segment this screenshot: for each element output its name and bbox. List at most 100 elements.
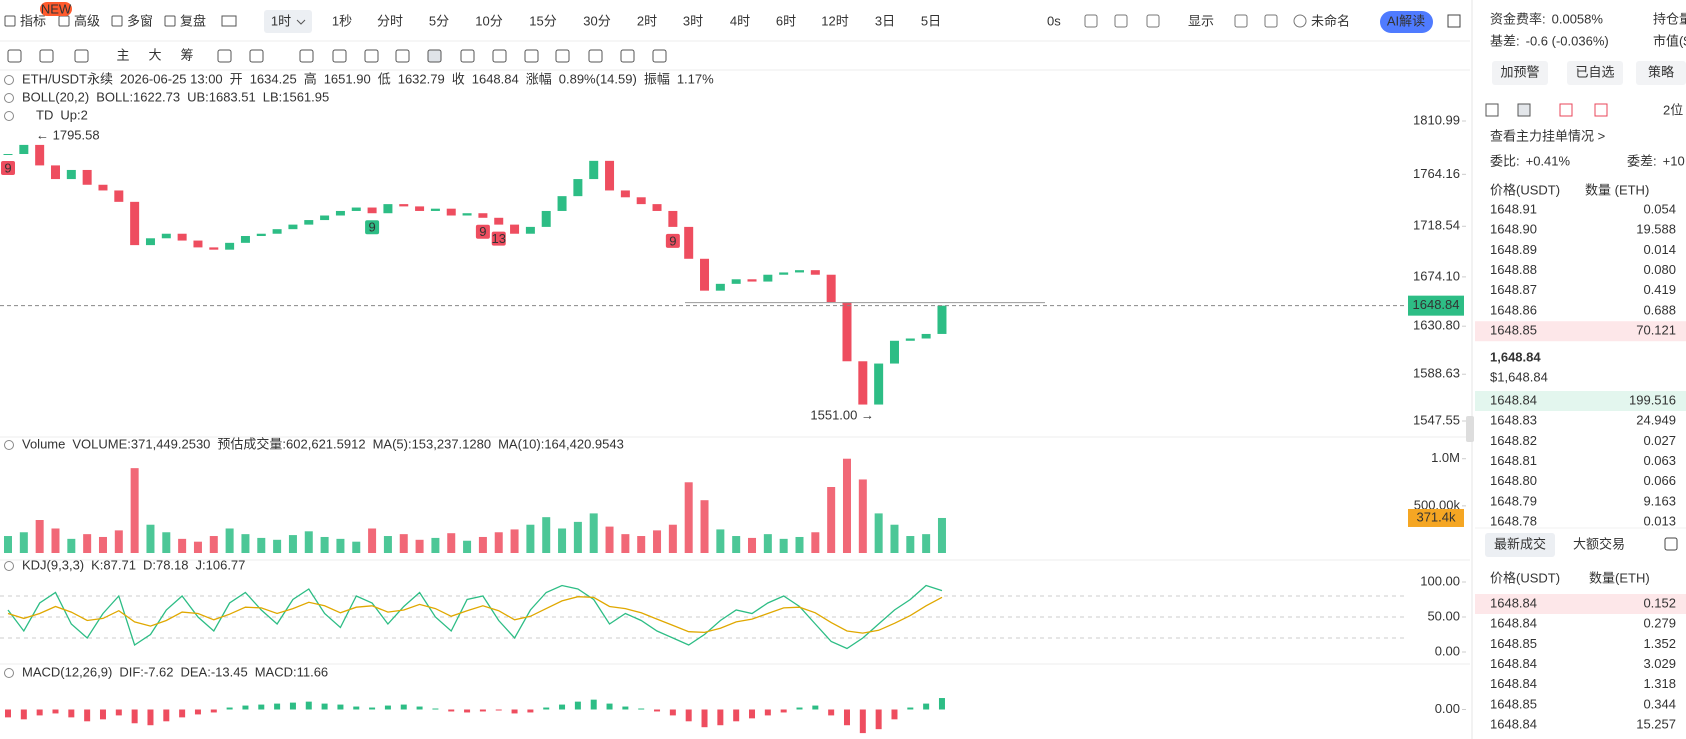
- ai-button-label[interactable]: AI解读: [1387, 13, 1425, 28]
- tab[interactable]: 大额交易: [1573, 536, 1625, 551]
- indicator-icon[interactable]: [4, 668, 14, 678]
- drawing-tool[interactable]: [395, 49, 410, 63]
- book-view-icon[interactable]: [1485, 103, 1499, 117]
- volume-bar: [4, 536, 12, 553]
- collapse-handle[interactable]: [1466, 416, 1474, 442]
- active-interval-bg[interactable]: [264, 10, 312, 33]
- interval-option[interactable]: 12时: [821, 13, 848, 28]
- tab[interactable]: 最新成交: [1494, 536, 1546, 551]
- indicator-icon[interactable]: [4, 75, 14, 85]
- drawing-tool[interactable]: [39, 49, 54, 63]
- drawing-tool[interactable]: [217, 49, 232, 63]
- interval-option[interactable]: 2时: [637, 13, 657, 28]
- kdj-header: K:87.71: [91, 557, 136, 572]
- interval-option[interactable]: 4时: [730, 13, 750, 28]
- last-price-tag: [1408, 295, 1464, 316]
- td-label: 9: [669, 233, 676, 248]
- candle: [304, 220, 314, 225]
- drawing-tool[interactable]: [332, 49, 347, 63]
- panel-button[interactable]: [1636, 61, 1686, 85]
- checkbox[interactable]: [1664, 537, 1678, 551]
- symbol-info: 0.89%(14.59): [559, 71, 637, 86]
- drawing-tool[interactable]: [74, 49, 89, 63]
- volume-bar: [257, 537, 266, 553]
- panel-button-label[interactable]: 已自选: [1575, 64, 1614, 79]
- volume-bar: [922, 534, 931, 553]
- drawing-tool[interactable]: [427, 49, 442, 63]
- indicator-icon[interactable]: [4, 93, 14, 103]
- stat-value: -0.6 (-0.036%): [1526, 33, 1609, 48]
- toolbar-icon[interactable]: [1084, 14, 1098, 28]
- main-orders-link[interactable]: 查看主力挂单情况 >: [1490, 128, 1605, 143]
- indicator-icon[interactable]: [4, 111, 14, 121]
- volume-bar: [874, 513, 883, 553]
- ai-button[interactable]: [1380, 11, 1433, 33]
- share-icon[interactable]: [1447, 14, 1461, 28]
- volume-bar: [336, 538, 345, 553]
- toolbar-icon[interactable]: [1234, 14, 1248, 28]
- book-view-icon[interactable]: [1517, 103, 1531, 117]
- toolbar-item[interactable]: 多窗: [127, 13, 153, 28]
- macd-bar: [511, 709, 518, 714]
- tab-active-bg[interactable]: [1485, 533, 1555, 557]
- volume-bar: [573, 521, 582, 553]
- drawing-tool[interactable]: [652, 49, 667, 63]
- drawing-tool[interactable]: [524, 49, 539, 63]
- interval-option[interactable]: 5分: [429, 13, 449, 28]
- panel-button[interactable]: [1492, 61, 1548, 85]
- chart-type-icon: [221, 15, 237, 27]
- macd-bar: [843, 709, 850, 726]
- drawing-tool[interactable]: [555, 49, 570, 63]
- drawing-tool[interactable]: [7, 49, 22, 63]
- toolbar-item[interactable]: 高级: [74, 13, 100, 28]
- toolbar-right-item[interactable]: 显示: [1188, 13, 1214, 28]
- interval-option[interactable]: 30分: [583, 13, 610, 28]
- y-tick-label: 1.0M: [1431, 450, 1460, 465]
- drawing-tool[interactable]: [588, 49, 603, 63]
- drawing-tool[interactable]: [299, 49, 314, 63]
- candle: [415, 206, 425, 211]
- interval-option[interactable]: 分时: [377, 13, 403, 28]
- toolbar-icon[interactable]: [1146, 14, 1160, 28]
- drawing-tool[interactable]: [249, 49, 264, 63]
- book-view-icon[interactable]: [1559, 103, 1573, 117]
- drawing-label[interactable]: 主: [116, 47, 129, 62]
- interval-option[interactable]: 15分: [529, 13, 556, 28]
- interval-option[interactable]: 10分: [475, 13, 502, 28]
- toolbar-icon[interactable]: [1114, 14, 1128, 28]
- drawing-tool[interactable]: [364, 49, 379, 63]
- candle: [399, 204, 409, 207]
- drawing-tool[interactable]: [460, 49, 475, 63]
- interval-option[interactable]: 5日: [921, 13, 941, 28]
- drawing-label[interactable]: 大: [148, 47, 161, 62]
- toolbar-right-item[interactable]: 未命名: [1311, 13, 1350, 28]
- toolbar-item[interactable]: 复盘: [180, 13, 206, 28]
- book-view-icon[interactable]: [1594, 103, 1608, 117]
- drawing-tool[interactable]: [620, 49, 635, 63]
- drawing-label[interactable]: 筹: [180, 47, 193, 62]
- candle: [225, 242, 235, 250]
- interval-option[interactable]: 6时: [776, 13, 796, 28]
- interval-option[interactable]: 3时: [683, 13, 703, 28]
- candle: [779, 272, 789, 275]
- panel-button-label[interactable]: 加预警: [1500, 64, 1539, 79]
- toolbar-item[interactable]: 指标: [20, 13, 46, 28]
- toolbar-right-item[interactable]: 0s: [1047, 13, 1061, 28]
- candle: [905, 338, 915, 341]
- panel-button[interactable]: [1567, 61, 1623, 85]
- depth-setting[interactable]: 2位: [1663, 102, 1683, 117]
- active-interval[interactable]: 1时: [271, 13, 291, 28]
- candle: [320, 215, 330, 221]
- panel-button-label[interactable]: 策略: [1648, 64, 1674, 79]
- toolbar-icon[interactable]: [1264, 14, 1278, 28]
- indicator-icon[interactable]: [4, 440, 14, 450]
- drawing-tool[interactable]: [492, 49, 507, 63]
- interval-option[interactable]: 3日: [875, 13, 895, 28]
- indicator-icon[interactable]: [4, 561, 14, 571]
- book-header: 价格(USDT): [1490, 182, 1560, 197]
- new-badge-bg: [40, 2, 72, 16]
- interval-option[interactable]: 1秒: [332, 13, 352, 28]
- candle: [858, 361, 868, 405]
- td-badge: [475, 224, 490, 239]
- macd-bar: [590, 699, 597, 710]
